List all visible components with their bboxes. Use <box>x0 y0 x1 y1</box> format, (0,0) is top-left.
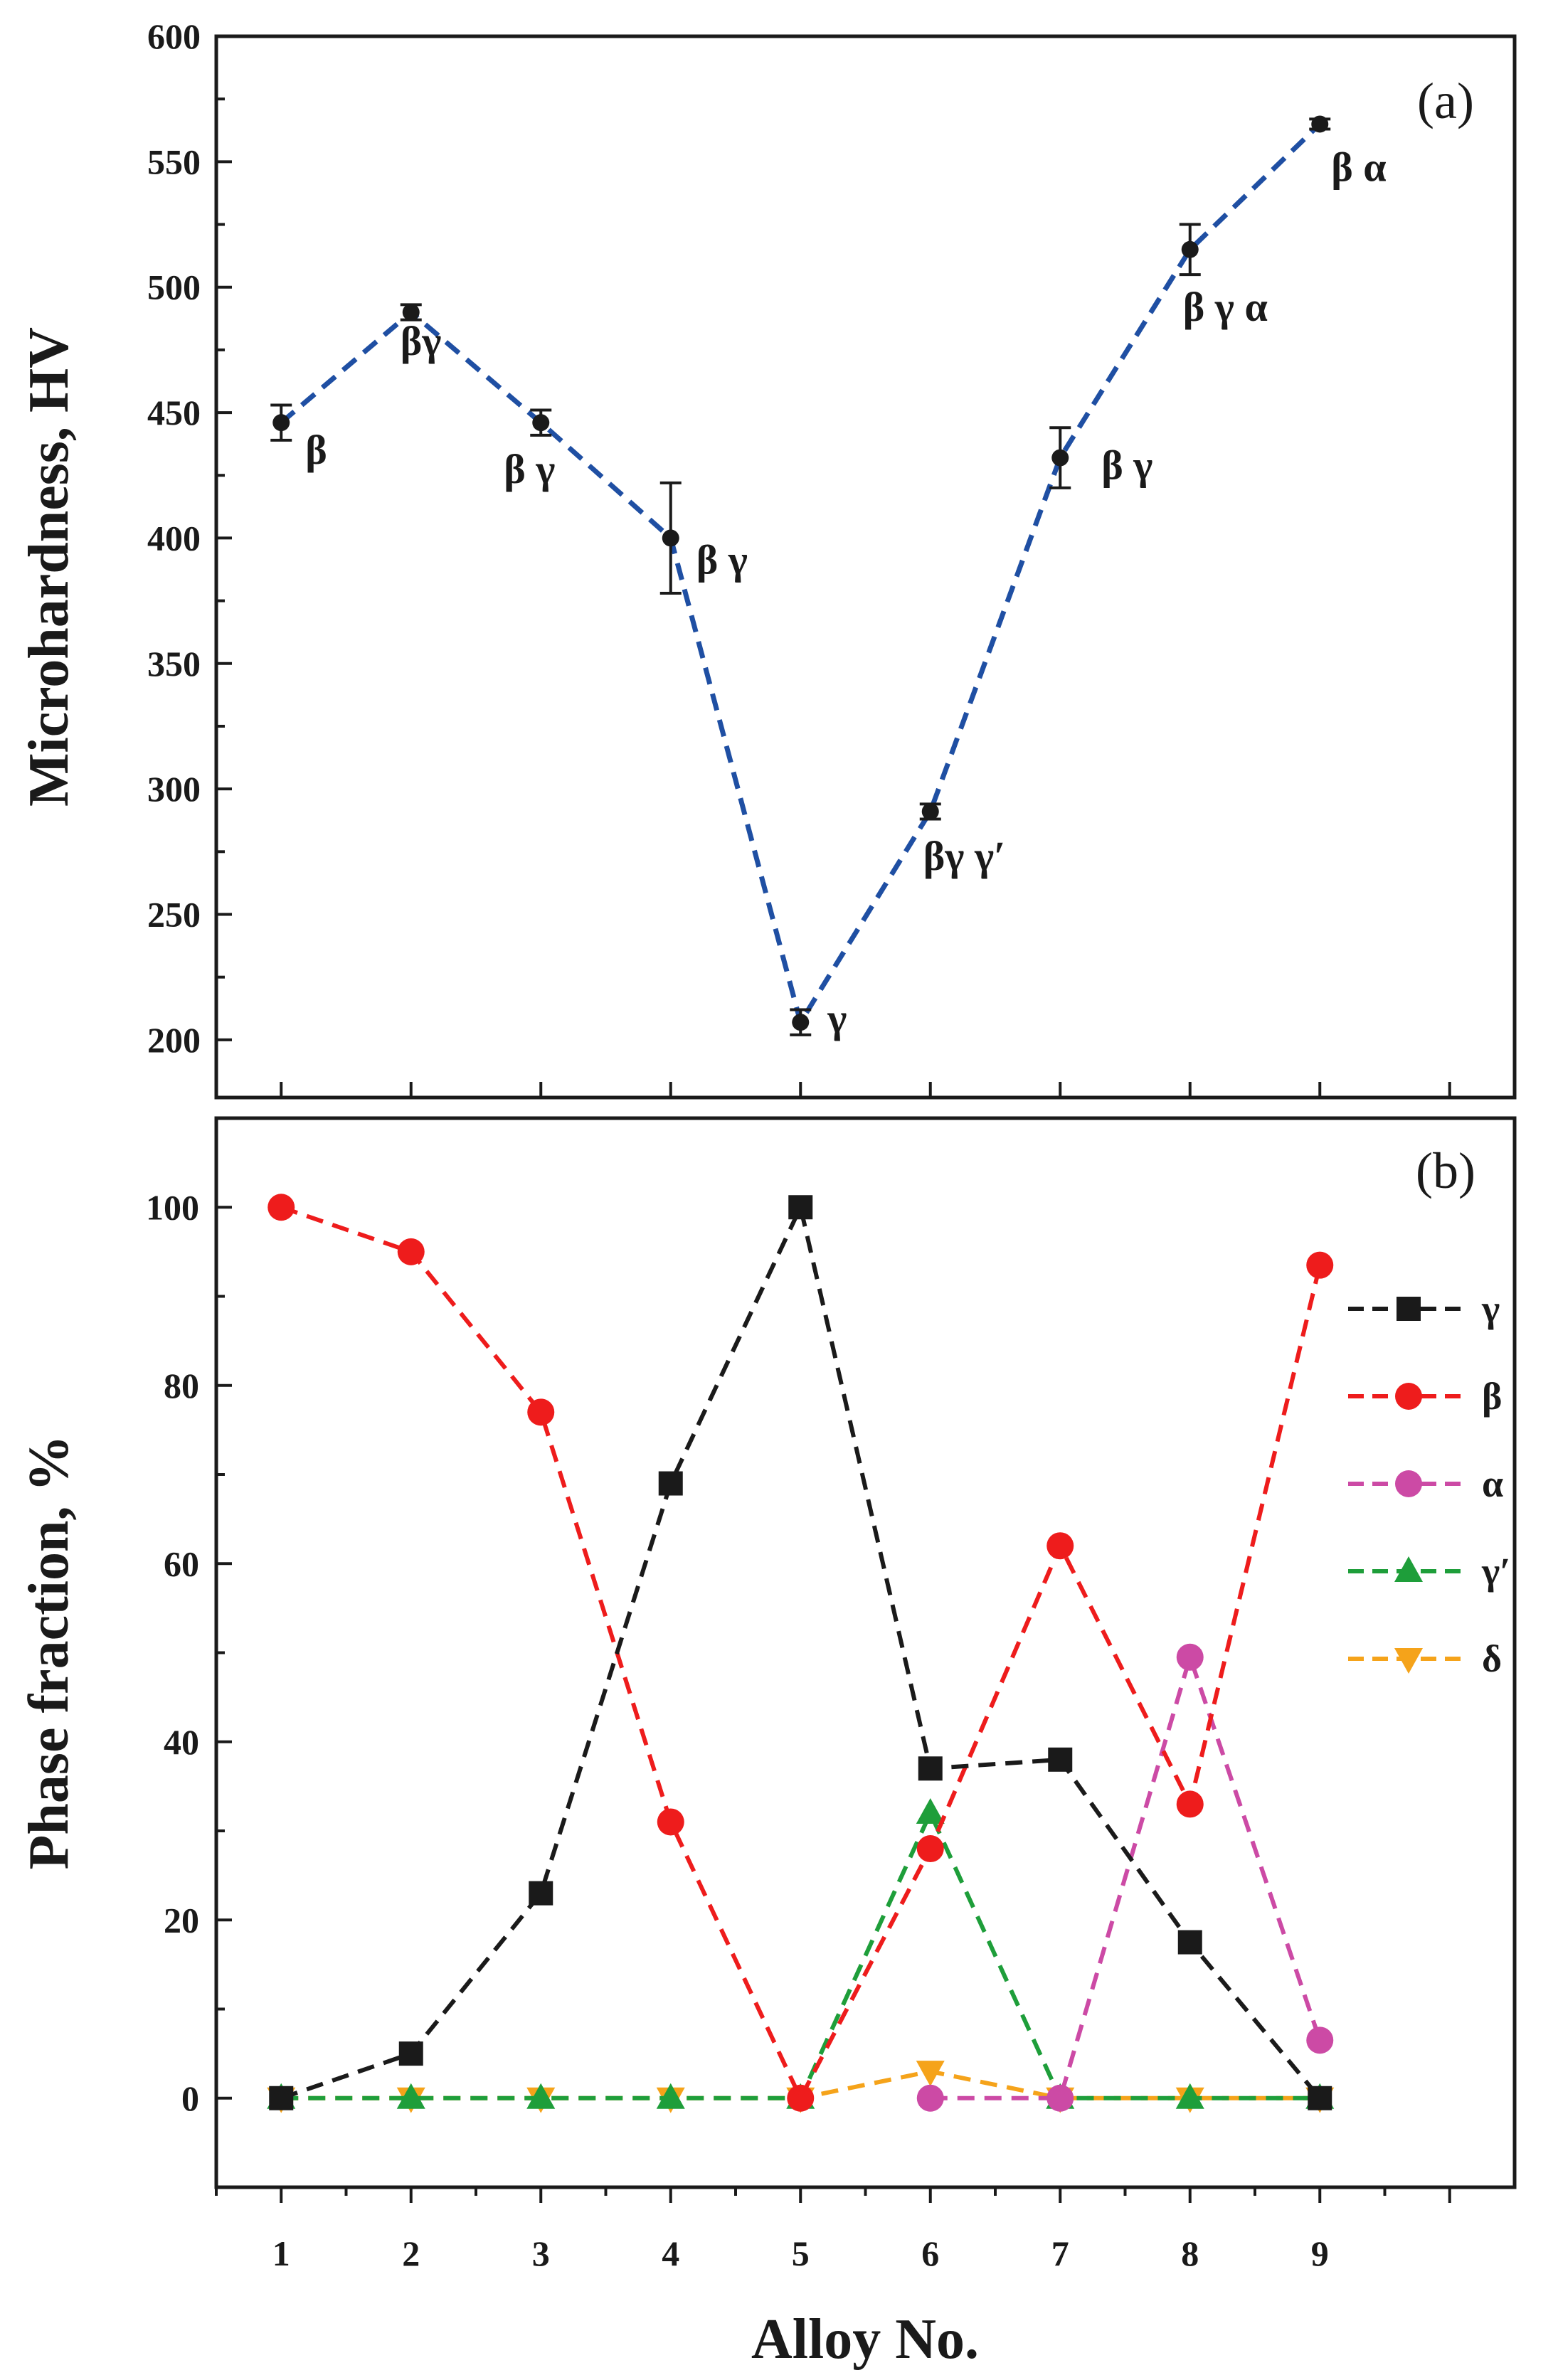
phase-delta-point <box>916 2061 945 2087</box>
panel-a-y-tick-label: 300 <box>147 769 201 809</box>
hardness-point <box>792 1014 810 1031</box>
legend-gamma-marker <box>1397 1297 1421 1321</box>
phase-annotation: βγ γ′ <box>923 833 1006 879</box>
phase-beta-point <box>916 1835 944 1863</box>
panel-b-y-tick-label: 80 <box>164 1366 199 1406</box>
phase-gamma-line <box>280 1201 1322 2100</box>
legend-beta-marker <box>1395 1383 1422 1410</box>
panel-a-y-tick-label: 500 <box>147 267 201 307</box>
phase-gammaprime-point <box>656 2083 685 2109</box>
phase-beta-point <box>1046 1532 1074 1560</box>
x-tick-label: 1 <box>272 2233 290 2273</box>
panel-b-y-tick-label: 100 <box>146 1187 199 1227</box>
phase-gamma-point <box>658 1471 683 1496</box>
phase-annotation: β γ <box>504 446 555 492</box>
phase-gamma-point <box>1048 1747 1073 1772</box>
phase-beta-point <box>527 1398 555 1426</box>
panel-a-y-tick-label: 350 <box>147 644 201 684</box>
panel-b-plot <box>267 1194 1335 2113</box>
legend-gammaprime-marker <box>1394 1556 1423 1582</box>
phase-beta-point <box>1306 1251 1334 1279</box>
legend-beta-label: β <box>1482 1375 1502 1418</box>
legend-alpha-marker <box>1395 1470 1422 1497</box>
x-tick-label: 7 <box>1051 2233 1069 2273</box>
x-tick-label: 9 <box>1311 2233 1329 2273</box>
hardness-point <box>532 414 550 432</box>
phase-alpha-line <box>930 1649 1323 2100</box>
panel-b-y-axis-title: Phase fraction, % <box>18 1435 80 1869</box>
x-tick-label: 8 <box>1181 2233 1199 2273</box>
legend: γ β α γ′ δ <box>1348 1287 1510 1680</box>
phase-beta-line <box>280 1205 1323 2103</box>
panel-a-label: (a) <box>1417 73 1474 129</box>
phase-gammaprime-point <box>1175 2083 1204 2109</box>
panel-b-label: (b) <box>1416 1142 1475 1199</box>
x-axis-title: Alloy No. <box>751 2308 979 2371</box>
phase-annotation: β α <box>1331 144 1386 190</box>
legend-gammaprime-label: γ′ <box>1481 1550 1510 1593</box>
x-tick-label: 4 <box>662 2233 679 2273</box>
phase-beta-point <box>1176 1790 1204 1818</box>
panel-a-ticks: 200 250 300 350 400 450 500 550 600 <box>147 16 1451 1098</box>
phase-alpha-point <box>1306 2026 1334 2054</box>
hardness-point <box>921 802 939 820</box>
phase-gammaprime-point <box>396 2083 425 2109</box>
panel-a-y-tick-label: 400 <box>147 518 201 558</box>
phase-gammaprime-line <box>281 1807 1320 2100</box>
hardness-point <box>1181 240 1199 258</box>
panel-a-y-axis-title: Microhardness, HV <box>18 327 80 807</box>
x-tick-label: 2 <box>402 2233 420 2273</box>
phase-beta-point <box>657 1808 684 1836</box>
phase-annotation: β <box>305 427 327 473</box>
legend-delta-label: δ <box>1482 1637 1502 1680</box>
phase-gammaprime-point <box>526 2083 556 2109</box>
hardness-point <box>662 529 679 547</box>
panel-a-y-tick-label: 600 <box>147 16 201 56</box>
panel-a-y-tick-label: 450 <box>147 393 201 432</box>
phase-gamma-point <box>1308 2086 1332 2110</box>
phase-gamma-point <box>269 2086 294 2110</box>
phase-annotation: β γ <box>1101 442 1152 489</box>
panel-b-ticks: 0 20 40 60 80 100 1 2 3 4 5 6 7 8 9 <box>146 1117 1451 2273</box>
hardness-point <box>1051 449 1069 467</box>
phase-alpha-point <box>1046 2084 1074 2112</box>
hardness-point <box>1311 115 1329 133</box>
panel-b-y-tick-label: 0 <box>181 2078 199 2118</box>
hardness-series-line <box>279 122 1322 1029</box>
legend-gamma-label: γ <box>1481 1287 1500 1330</box>
x-tick-label: 3 <box>532 2233 550 2273</box>
phase-gammaprime-point <box>916 1797 945 1824</box>
panel-a-plot: β βγ β γ β γ γ βγ γ′ β γ β γ α β α <box>270 115 1387 1041</box>
panel-a-y-tick-label: 200 <box>147 1020 201 1060</box>
phase-beta-point <box>397 1238 425 1265</box>
panel-a-y-tick-label: 550 <box>147 142 201 181</box>
phase-alpha-point <box>916 2084 944 2112</box>
x-tick-label: 5 <box>792 2233 810 2273</box>
hardness-point <box>402 303 420 321</box>
panel-b-y-tick-label: 60 <box>164 1544 199 1583</box>
phase-annotation: γ <box>827 995 847 1041</box>
panel-a-y-tick-label: 250 <box>147 895 201 935</box>
phase-annotation: βγ <box>401 318 442 364</box>
phase-alpha-point <box>1176 1643 1204 1671</box>
phase-beta-point <box>267 1194 295 1221</box>
panel-b-y-tick-label: 20 <box>164 1900 199 1940</box>
legend-delta-marker <box>1394 1648 1423 1674</box>
phase-gamma-point <box>918 1756 943 1781</box>
panel-b-y-tick-label: 40 <box>164 1722 199 1762</box>
x-tick-label: 6 <box>921 2233 939 2273</box>
panel-a-frame <box>214 34 1517 1100</box>
phase-annotation: β γ α <box>1183 284 1268 330</box>
phase-gamma-point <box>529 1881 553 1906</box>
hardness-point <box>272 414 290 432</box>
phase-annotation: β γ <box>696 536 748 583</box>
phase-gamma-point <box>398 2041 423 2066</box>
legend-alpha-label: α <box>1482 1462 1503 1505</box>
phase-beta-point <box>787 2084 815 2112</box>
phase-gamma-point <box>1177 1930 1202 1955</box>
phase-gamma-point <box>788 1195 813 1220</box>
